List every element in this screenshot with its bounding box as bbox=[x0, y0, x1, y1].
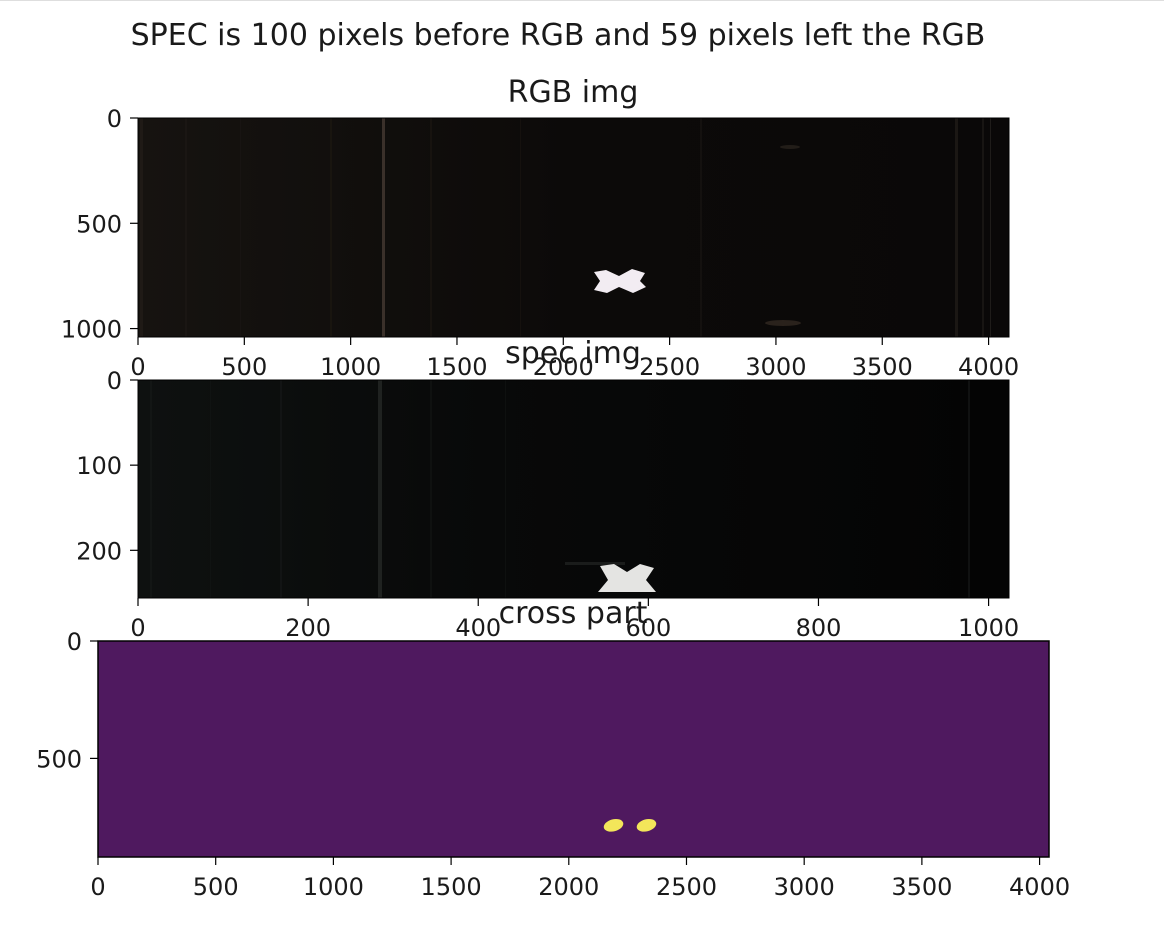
figure-suptitle: SPEC is 100 pixels before RGB and 59 pix… bbox=[130, 18, 986, 53]
x-tick-label: 500 bbox=[221, 353, 267, 381]
rgb-axes-frame bbox=[137, 117, 1010, 338]
x-tick-label: 200 bbox=[285, 614, 331, 642]
subplot-cross-part: cross part 0 500 1000 1500 2000 2500 3000 3500 4… bbox=[36, 596, 1070, 901]
rgb-y-ticks: 0 500 1000 bbox=[61, 105, 138, 344]
x-tick-label: 0 bbox=[130, 614, 145, 642]
x-tick-label: 1000 bbox=[320, 353, 381, 381]
y-tick-label: 0 bbox=[107, 105, 122, 133]
x-tick-label: 3000 bbox=[774, 873, 835, 901]
cross-part-y-ticks: 0 500 bbox=[36, 628, 98, 773]
rgb-x-ticks: 0 500 1000 1500 2000 2500 3000 3500 4000 bbox=[130, 337, 1019, 381]
x-tick-label: 3500 bbox=[852, 353, 913, 381]
y-tick-label: 500 bbox=[36, 745, 82, 773]
x-tick-label: 800 bbox=[796, 614, 842, 642]
x-tick-label: 3000 bbox=[745, 353, 806, 381]
cross-part-axes-frame bbox=[97, 640, 1050, 858]
x-tick-label: 2000 bbox=[533, 353, 594, 381]
x-tick-label: 600 bbox=[625, 614, 671, 642]
x-tick-label: 0 bbox=[130, 353, 145, 381]
x-tick-label: 400 bbox=[455, 614, 501, 642]
spec-image-area bbox=[138, 380, 1009, 598]
spec-axes-frame bbox=[137, 379, 1010, 599]
cross-part-blob bbox=[603, 818, 624, 832]
y-tick-label: 200 bbox=[76, 537, 122, 565]
cross-part-image-area bbox=[98, 641, 1049, 857]
x-tick-label: 1000 bbox=[303, 873, 364, 901]
x-tick-label: 0 bbox=[90, 873, 105, 901]
x-tick-label: 2000 bbox=[538, 873, 599, 901]
subplot-spec-img: spec img 0 200 400 600 800 1000 0 100 200 bbox=[76, 336, 1019, 642]
x-tick-label: 4000 bbox=[958, 353, 1019, 381]
spec-x-ticks: 0 200 400 600 800 1000 bbox=[130, 598, 1019, 642]
x-tick-label: 2500 bbox=[639, 353, 700, 381]
subplot-rgb-img: RGB img 0 500 1000 1500 2000 2500 3000 3500 4000… bbox=[61, 75, 1019, 381]
x-tick-label: 1000 bbox=[958, 614, 1019, 642]
y-tick-label: 500 bbox=[76, 210, 122, 238]
window-top-border bbox=[0, 0, 1164, 1]
cross-part-blob bbox=[636, 818, 657, 832]
spec-y-ticks: 0 100 200 bbox=[76, 367, 138, 565]
cross-part-blobs bbox=[603, 818, 657, 832]
x-tick-label: 2500 bbox=[656, 873, 717, 901]
spec-img-title: spec img bbox=[505, 336, 641, 371]
x-tick-label: 500 bbox=[193, 873, 239, 901]
y-tick-label: 0 bbox=[107, 367, 122, 395]
y-tick-label: 1000 bbox=[61, 316, 122, 344]
spec-cross-marker bbox=[598, 564, 656, 592]
rgb-img-title: RGB img bbox=[508, 75, 639, 110]
y-tick-label: 100 bbox=[76, 452, 122, 480]
cross-part-x-ticks: 0 500 1000 1500 2000 2500 3000 3500 4000 bbox=[90, 857, 1070, 901]
x-tick-label: 1500 bbox=[421, 873, 482, 901]
rgb-cross-marker bbox=[594, 269, 646, 293]
x-tick-label: 4000 bbox=[1009, 873, 1070, 901]
y-tick-label: 0 bbox=[67, 628, 82, 656]
x-tick-label: 3500 bbox=[891, 873, 952, 901]
rgb-image-streaks bbox=[140, 118, 991, 337]
rgb-image-area bbox=[138, 118, 1009, 337]
x-tick-label: 1500 bbox=[426, 353, 487, 381]
spec-image-streaks bbox=[150, 380, 970, 598]
cross-part-title: cross part bbox=[499, 596, 648, 631]
